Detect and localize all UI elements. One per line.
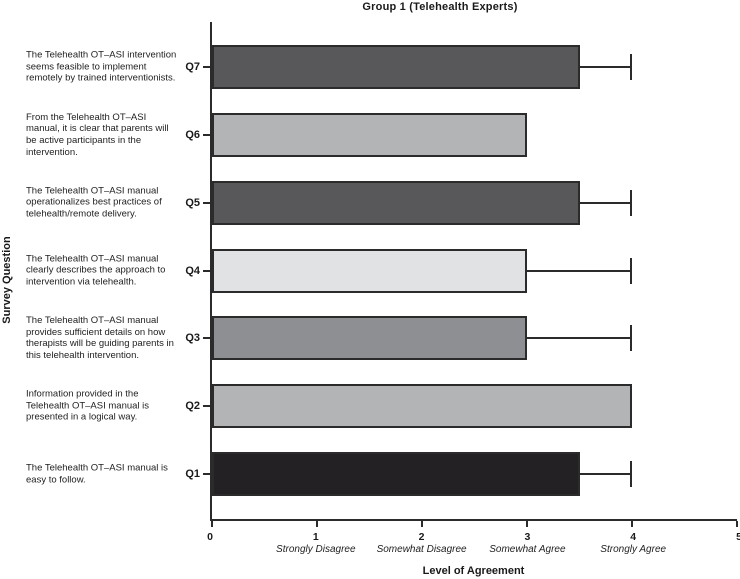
bar	[212, 316, 527, 361]
question-label: The Telehealth OT–ASI manual provides su…	[26, 315, 174, 361]
y-axis-tick-mark	[203, 133, 210, 136]
y-axis-tick-mark	[203, 201, 210, 204]
bar-row: The Telehealth OT–ASI manual clearly des…	[26, 248, 737, 293]
error-bar	[527, 325, 632, 352]
x-axis-tick-label: 5	[736, 531, 740, 543]
question-label: The Telehealth OT–ASI manual clearly des…	[26, 253, 166, 288]
bar-row: Information provided in the Telehealth O…	[26, 384, 737, 429]
question-label: From the Telehealth OT–ASI manual, it is…	[26, 111, 169, 158]
x-axis-tick-mark	[736, 521, 738, 527]
chart-title: Group 1 (Telehealth Experts)	[362, 1, 518, 13]
x-axis-tick-description: Strongly Agree	[600, 544, 667, 555]
y-axis-tick-mark	[203, 269, 210, 272]
x-axis-tick-mark	[421, 521, 423, 527]
y-axis-tick-mark	[203, 66, 210, 68]
x-axis-tick-mark	[631, 521, 633, 527]
x-axis-tick-label: 4	[630, 531, 637, 543]
error-bar	[527, 257, 632, 284]
x-axis-tick-mark	[211, 521, 213, 527]
question-label: The Telehealth OT–ASI manual is easy to …	[26, 462, 168, 485]
x-axis-tick-label: 2	[418, 531, 425, 543]
category-label: Q6	[185, 128, 200, 141]
error-bar-cap	[630, 257, 632, 284]
bar	[212, 452, 580, 496]
x-axis-tick-description: Strongly Disagree	[276, 544, 356, 555]
category-label: Q1	[185, 468, 200, 480]
x-axis-tick-description: Somewhat Agree	[489, 544, 566, 555]
error-bar	[579, 189, 632, 216]
bar-row: The Telehealth OT–ASI manual provides su…	[26, 315, 737, 361]
bar-row: From the Telehealth OT–ASI manual, it is…	[26, 112, 737, 157]
y-axis-tick-mark	[203, 473, 210, 475]
bar	[212, 45, 580, 89]
question-label: Information provided in the Telehealth O…	[26, 388, 150, 423]
error-bar-line	[579, 66, 632, 68]
question-label: The Telehealth OT–ASI manual operational…	[26, 185, 162, 220]
error-bar-line	[527, 337, 632, 340]
category-label: Q4	[185, 264, 200, 277]
x-axis-tick-label: 3	[524, 531, 531, 543]
question-label: The Telehealth OT–ASI intervention seems…	[26, 49, 177, 84]
category-label: Q5	[185, 196, 200, 209]
plot-area: The Telehealth OT–ASI intervention seems…	[26, 22, 738, 527]
bar-row: The Telehealth OT–ASI manual is easy to …	[26, 452, 737, 496]
error-bar-line	[579, 201, 632, 204]
error-bar	[579, 461, 632, 487]
y-axis-tick-mark	[203, 337, 210, 340]
y-axis-tick-mark	[203, 405, 210, 408]
y-axis-title: Survey Question	[1, 236, 13, 324]
error-bar-cap	[630, 189, 632, 216]
error-bar-line	[579, 473, 632, 475]
bar	[212, 384, 632, 429]
bar	[212, 180, 580, 225]
x-axis-tick-label: 0	[207, 531, 213, 543]
error-bar-cap	[630, 325, 632, 352]
bar-row: The Telehealth OT–ASI intervention seems…	[26, 45, 737, 89]
bar	[212, 248, 527, 293]
category-label: Q3	[185, 332, 200, 345]
error-bar	[579, 54, 632, 80]
error-bar-line	[527, 269, 632, 272]
x-axis-tick-labels: 0 1 Strongly Disagree 2 Somewhat Disagree 3 So…	[207, 531, 740, 561]
x-axis-tick-label: 1	[312, 531, 319, 543]
bar-row: The Telehealth OT–ASI manual operational…	[26, 180, 737, 225]
category-label: Q2	[185, 400, 200, 413]
bar	[212, 112, 527, 157]
error-bar-cap	[630, 54, 632, 80]
x-axis-tick-mark	[526, 521, 528, 527]
x-axis-tick-description: Somewhat Disagree	[376, 544, 467, 555]
category-label: Q7	[185, 61, 200, 73]
x-axis-tick-mark	[316, 521, 318, 527]
x-axis-title: Level of Agreement	[422, 565, 525, 577]
error-bar-cap	[630, 461, 632, 487]
